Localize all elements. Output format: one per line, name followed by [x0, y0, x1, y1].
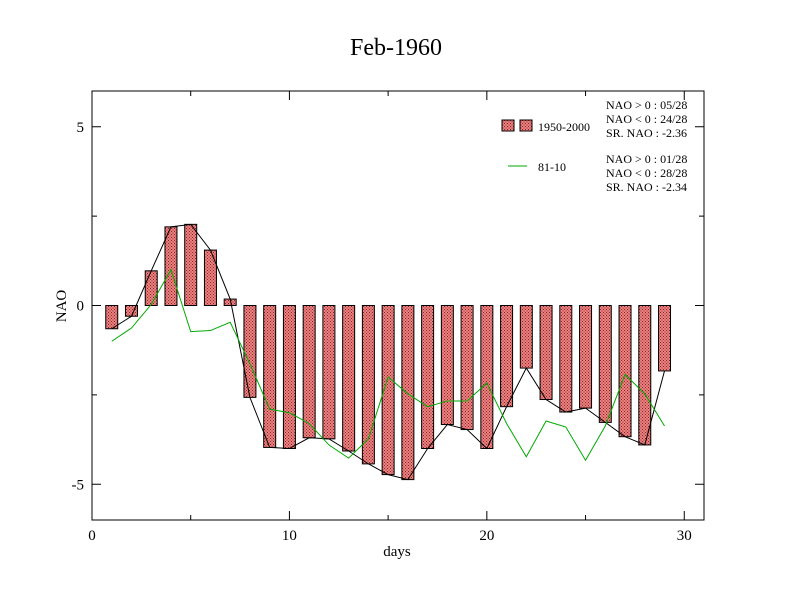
bar	[184, 223, 198, 306]
x-tick-label: 10	[282, 528, 297, 544]
x-axis-label: days	[383, 544, 411, 560]
bar	[559, 305, 573, 413]
bar	[203, 249, 217, 306]
bar	[322, 305, 336, 440]
bar	[144, 270, 158, 307]
legend-label-81-10: 81-10	[538, 160, 566, 174]
bar	[421, 305, 435, 449]
bar	[500, 305, 514, 408]
bar	[598, 305, 612, 423]
x-tick-label: 30	[677, 528, 692, 544]
bar	[658, 305, 672, 372]
y-tick-label: 0	[77, 299, 85, 315]
annotation-text: NAO < 0 : 28/28	[606, 166, 687, 180]
annotation-text: NAO > 0 : 05/28	[606, 98, 687, 112]
annotation-text: SR. NAO : -2.34	[606, 180, 687, 194]
bar	[342, 305, 356, 452]
chart-title: Feb-1960	[350, 35, 442, 61]
bar	[302, 305, 316, 439]
plot-area: 0 10 20 30 -5 0 5 1950-2000 81-10 NAO > 0 : 05/28…	[72, 90, 705, 544]
bar	[361, 305, 375, 465]
x-tick-label: 0	[88, 528, 96, 544]
y-tick-label: 5	[77, 120, 85, 136]
bar	[519, 305, 533, 369]
bar	[243, 305, 257, 398]
bar	[539, 305, 553, 401]
bar	[263, 305, 277, 448]
legend-swatch-1950-2000-b	[519, 119, 533, 132]
y-axis-label: NAO	[54, 290, 70, 323]
bar	[638, 305, 652, 446]
annotation-text: NAO < 0 : 24/28	[606, 112, 687, 126]
bar	[480, 305, 494, 449]
legend-swatch-1950-2000	[501, 119, 515, 132]
bar	[618, 305, 632, 438]
bar	[282, 305, 296, 449]
bar	[105, 305, 119, 330]
series-line-81-10	[111, 268, 665, 462]
y-tick-label: -5	[72, 477, 85, 493]
bar	[401, 305, 415, 481]
bar	[579, 305, 593, 409]
annotation-text: NAO > 0 : 01/28	[606, 152, 687, 166]
bar	[440, 305, 454, 426]
bar	[460, 305, 474, 431]
legend-label-1950-2000: 1950-2000	[538, 120, 590, 134]
annotation-text: SR. NAO : -2.36	[606, 126, 687, 140]
series-line-1950-2000	[111, 223, 665, 481]
x-tick-label: 20	[479, 528, 494, 544]
bar	[164, 226, 178, 307]
